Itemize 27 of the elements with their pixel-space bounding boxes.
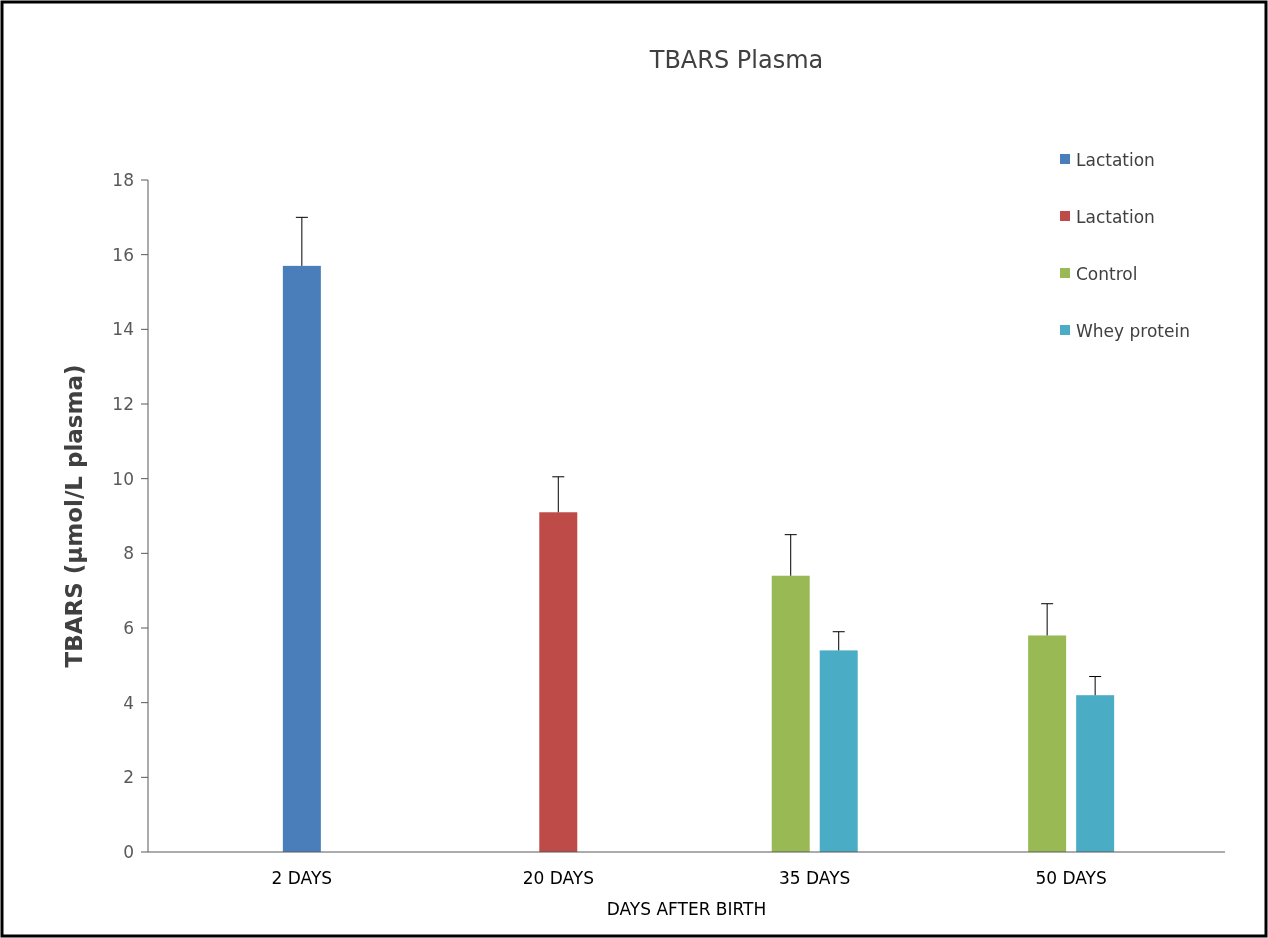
legend-label: Lactation [1076,149,1155,170]
bar [771,575,810,852]
bar [1076,695,1115,852]
y-tick-label: 8 [123,543,134,564]
y-tick-label: 4 [123,692,134,713]
y-tick-label: 14 [112,319,134,340]
chart-title: TBARS Plasma [648,46,824,74]
y-tick-label: 10 [112,468,134,489]
bar [539,512,578,852]
x-axis-title: DAYS AFTER BIRTH [606,899,767,919]
legend-label: Lactation [1076,206,1155,227]
y-tick-label: 2 [123,767,134,788]
legend-label: Control [1076,263,1138,284]
x-tick-label: 50 DAYS [1035,868,1107,888]
bar [1028,635,1067,852]
bar [819,650,858,852]
y-tick-label: 12 [112,393,134,414]
y-axis-title: TBARS (µmol/L plasma) [61,364,87,668]
legend-label: Whey protein [1076,320,1190,341]
y-tick-label: 18 [112,169,134,190]
x-tick-label: 35 DAYS [779,868,851,888]
bar [282,265,321,852]
x-tick-label: 2 DAYS [271,868,333,888]
y-tick-label: 16 [112,244,134,265]
y-tick-label: 6 [123,617,134,638]
x-tick-label: 20 DAYS [522,868,594,888]
y-tick-label: 0 [123,841,134,862]
